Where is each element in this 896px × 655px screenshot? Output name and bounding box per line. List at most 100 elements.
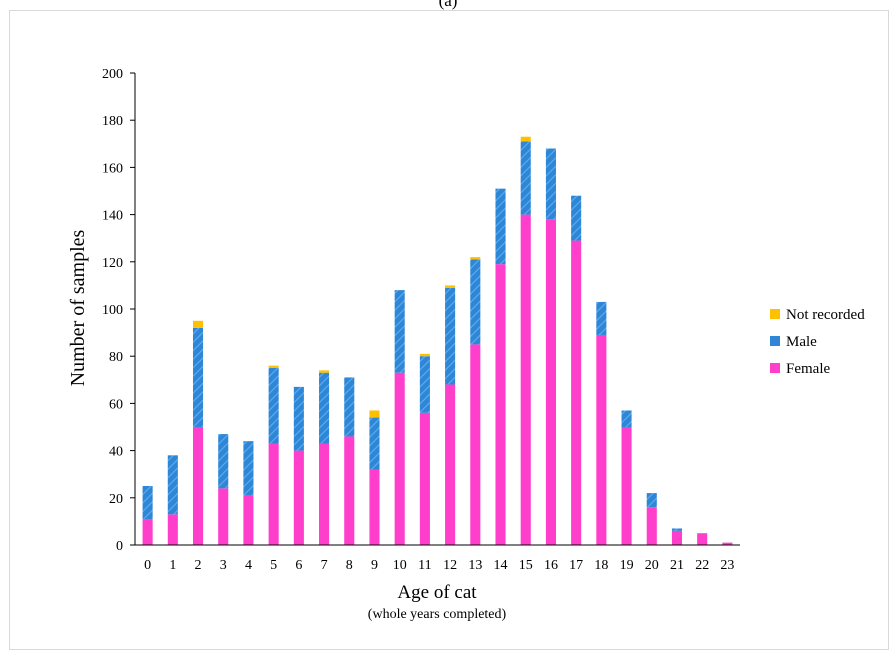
x-tick-label: 1 (169, 558, 176, 573)
bar-male-13 (470, 259, 481, 345)
bar-female-22 (697, 533, 708, 545)
bar-not-recorded-5 (268, 365, 279, 368)
bar-not-recorded-15 (520, 136, 531, 142)
y-tick-label: 160 (102, 161, 123, 176)
bar-female-1 (167, 514, 178, 545)
bar-female-11 (419, 412, 430, 545)
x-tick-label: 5 (270, 558, 277, 573)
bar-not-recorded-2 (192, 320, 204, 328)
bar-female-13 (470, 344, 481, 545)
bar-female-6 (293, 450, 304, 545)
bar-male-0 (142, 486, 153, 520)
legend-label: Female (786, 361, 830, 377)
bar-not-recorded-9 (369, 410, 380, 418)
x-tick-label: 3 (220, 558, 227, 573)
x-tick-label: 13 (468, 558, 482, 573)
x-axis-ticks: 0 1 2 3 4 5 6 7 8 9 10 11 12 13 14 15 16 17 18 19 20 21 22 23 (144, 558, 734, 573)
x-tick-label: 21 (670, 558, 684, 573)
bar-male-14 (495, 188, 506, 265)
bar-female-9 (369, 469, 380, 545)
y-tick-label: 200 (102, 67, 123, 82)
y-tick-label: 80 (109, 350, 123, 365)
legend-swatch-not-recorded (770, 309, 780, 319)
x-axis-title: Age of cat (397, 582, 477, 603)
bar-female-19 (621, 427, 632, 545)
bar-female-21 (671, 530, 683, 545)
x-tick-label: 9 (371, 558, 378, 573)
bar-male-20 (646, 493, 657, 508)
bar-male-19 (621, 410, 632, 427)
y-tick-label: 100 (102, 303, 123, 318)
y-tick-label: 140 (102, 209, 123, 224)
x-tick-label: 14 (494, 558, 508, 573)
bar-female-10 (394, 372, 405, 545)
bar-female-8 (344, 436, 355, 545)
y-tick-label: 180 (102, 114, 123, 129)
x-tick-label: 8 (346, 558, 353, 573)
bar-not-recorded-13 (470, 257, 481, 260)
bar-female-14 (495, 264, 506, 545)
x-tick-label: 15 (519, 558, 533, 573)
bar-male-6 (293, 386, 304, 451)
y-tick-label: 60 (109, 397, 123, 412)
bar-male-9 (369, 417, 380, 470)
y-axis-title: Number of samples (67, 229, 89, 386)
bar-female-23 (722, 542, 733, 545)
y-tick-label: 0 (116, 539, 123, 554)
legend-label: Not recorded (786, 307, 865, 323)
x-tick-label: 20 (645, 558, 659, 573)
bar-male-21 (671, 528, 683, 531)
bar-female-12 (445, 384, 456, 545)
legend: Not recorded Male Female (770, 307, 865, 377)
x-tick-label: 2 (195, 558, 202, 573)
bar-male-7 (319, 372, 330, 444)
x-tick-label: 17 (569, 558, 583, 573)
x-tick-label: 0 (144, 558, 151, 573)
bar-male-3 (218, 434, 229, 489)
legend-swatch-male (770, 336, 780, 346)
bar-male-16 (545, 148, 556, 220)
bar-not-recorded-7 (319, 370, 330, 373)
bar-female-0 (142, 519, 153, 545)
x-tick-label: 19 (620, 558, 634, 573)
x-axis-subtitle: (whole years completed) (368, 607, 507, 622)
x-tick-label: 12 (443, 558, 457, 573)
bar-male-5 (268, 368, 279, 444)
bar-male-12 (445, 287, 456, 385)
y-tick-label: 120 (102, 256, 123, 271)
legend-swatch-female (770, 363, 780, 373)
bar-male-18 (596, 301, 607, 335)
bars (142, 136, 733, 545)
bar-female-15 (520, 214, 531, 545)
bar-male-2 (192, 327, 204, 427)
bar-male-10 (394, 290, 405, 373)
bar-female-3 (218, 488, 229, 545)
bar-male-15 (520, 141, 531, 215)
bar-female-16 (545, 219, 556, 545)
y-axis-ticks: 0 20 40 60 80 100 120 140 160 180 200 (102, 67, 135, 554)
bar-not-recorded-11 (419, 353, 430, 357)
x-tick-label: 18 (594, 558, 608, 573)
x-tick-label: 23 (720, 558, 734, 573)
bar-female-4 (243, 495, 254, 545)
bar-male-17 (571, 195, 582, 241)
bar-male-8 (344, 377, 355, 437)
x-tick-label: 6 (295, 558, 302, 573)
x-tick-label: 22 (695, 558, 709, 573)
panel-label: (a) (438, 0, 458, 10)
x-tick-label: 7 (321, 558, 328, 573)
bar-male-11 (419, 356, 430, 413)
x-tick-label: 16 (544, 558, 558, 573)
legend-label: Male (786, 334, 817, 350)
bar-not-recorded-12 (445, 285, 456, 288)
x-tick-label: 10 (393, 558, 407, 573)
bar-male-4 (243, 441, 254, 496)
x-tick-label: 11 (418, 558, 431, 573)
bar-female-5 (268, 443, 279, 545)
bar-male-1 (167, 455, 178, 515)
y-tick-label: 40 (109, 445, 123, 460)
bar-female-17 (571, 240, 582, 545)
x-tick-label: 4 (245, 558, 252, 573)
bar-female-20 (646, 507, 657, 545)
